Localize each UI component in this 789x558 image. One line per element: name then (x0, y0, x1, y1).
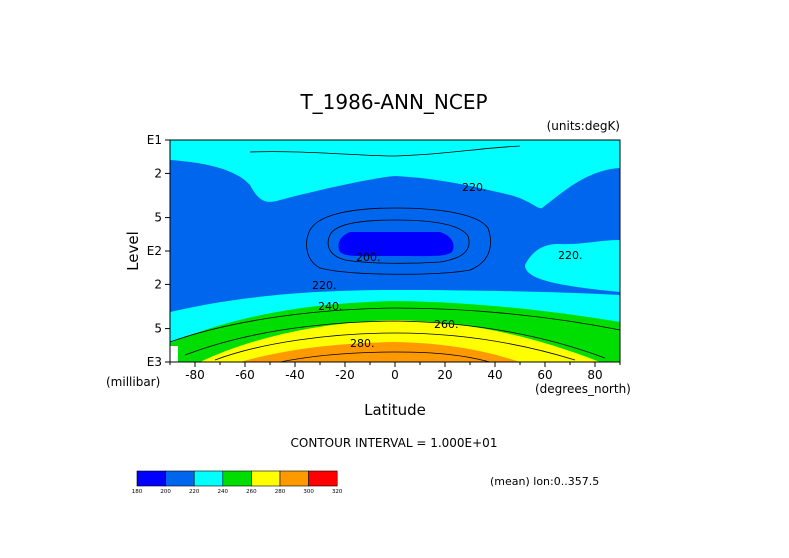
contour-line-210-top (249, 145, 521, 157)
contour-label: 220. (312, 279, 337, 292)
x-tick-label: 60 (537, 368, 552, 382)
y-tick-label: E2 (147, 244, 162, 258)
mean-text: (mean) lon:0..357.5 (490, 475, 599, 488)
x-units-label: (degrees_north) (535, 382, 631, 396)
x-tick-label: -20 (335, 368, 355, 382)
colorbar-level-label: 260 (246, 489, 257, 495)
contour-line-210-outer (306, 207, 491, 275)
y-axis-label: Level (124, 231, 142, 271)
colorbar-level-label: 320 (332, 489, 343, 495)
y-tick-label: E1 (147, 133, 162, 147)
colorbar-swatch (193, 470, 224, 487)
colorbar-level-label: 240 (218, 489, 229, 495)
chart-title: T_1986-ANN_NCEP (299, 90, 487, 114)
contour-label: 240. (318, 300, 343, 313)
contour-label: 280. (350, 337, 375, 350)
units-label: (units:degK) (547, 119, 620, 133)
x-tick-label: -40 (285, 368, 305, 382)
contour-line-290 (279, 351, 491, 363)
colorbar-level-label: 300 (303, 489, 314, 495)
y-axis: E1 2 5 E2 2 5 E3 (147, 133, 170, 369)
y-tick-label: E3 (147, 355, 162, 369)
x-axis-label: Latitude (364, 401, 426, 419)
colorbar-swatch (251, 470, 281, 487)
contour-line-250 (169, 307, 621, 343)
y-units-label: (millibar) (106, 375, 160, 389)
x-tick-label: 80 (587, 368, 602, 382)
contour-line-260 (184, 320, 606, 359)
colorbar-swatch (165, 470, 195, 487)
plot-area: 220. 200. 220. 220. 240. 260. 280. (169, 139, 621, 363)
colorbar-swatch (136, 470, 166, 487)
y-tick-label: 5 (154, 322, 162, 336)
x-tick-label: 40 (487, 368, 502, 382)
colorbar-level-label: 280 (275, 489, 286, 495)
contour-label: 220. (558, 249, 583, 262)
contour-label: 260. (434, 318, 459, 331)
colorbar-level-label: 220 (189, 489, 200, 495)
band-180-200-core (338, 232, 454, 257)
contour-line-270 (214, 332, 576, 361)
colorbar-swatch (279, 470, 309, 487)
colorbar: 180 200 220 240 260 280 300 320 (132, 470, 343, 495)
contour-label: 220. (462, 181, 487, 194)
x-tick-label: 0 (391, 368, 399, 382)
contour-interval-text: CONTOUR INTERVAL = 1.000E+01 (291, 436, 498, 450)
colorbar-level-label: 200 (160, 489, 171, 495)
contour-line-200 (327, 219, 470, 264)
y-tick-label: 5 (154, 211, 162, 225)
x-tick-label: 20 (437, 368, 452, 382)
y-tick-label: 2 (154, 166, 162, 180)
x-tick-label: -60 (235, 368, 255, 382)
colorbar-swatch (222, 470, 252, 487)
y-tick-label: 2 (154, 277, 162, 291)
contour-labels: 220. 200. 220. 220. 240. 260. 280. (312, 181, 583, 350)
x-axis: -80 -60 -40 -20 0 20 40 60 80 (169, 361, 621, 382)
colorbar-level-label: 180 (132, 489, 143, 495)
contour-lines (169, 145, 621, 363)
colorbar-swatch (308, 470, 338, 487)
x-tick-label: -80 (185, 368, 205, 382)
missing-data-notch (170, 346, 178, 362)
contour-label: 200. (356, 251, 381, 264)
